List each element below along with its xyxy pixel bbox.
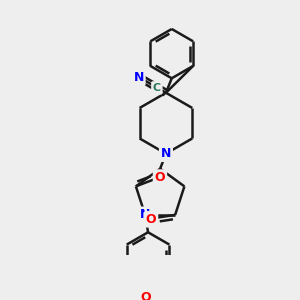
Text: C: C: [153, 83, 161, 93]
Text: O: O: [140, 291, 151, 300]
Text: O: O: [154, 171, 165, 184]
Text: N: N: [140, 208, 150, 221]
Text: N: N: [134, 71, 144, 84]
Text: N: N: [161, 147, 171, 160]
Text: O: O: [146, 213, 156, 226]
